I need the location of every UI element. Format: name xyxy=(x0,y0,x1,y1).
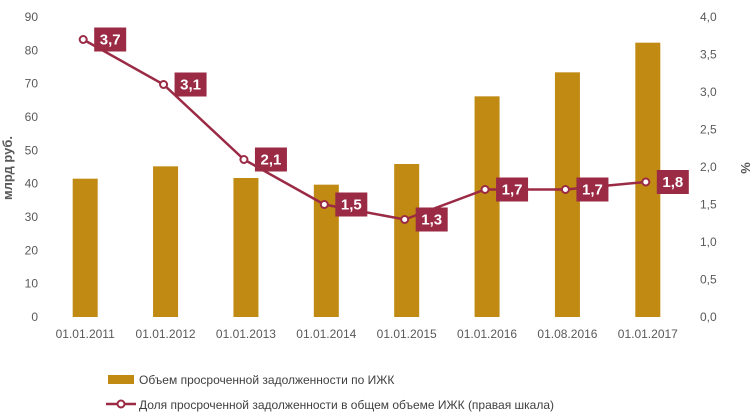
x-tick-label: 01.01.2014 xyxy=(296,327,356,341)
line-point xyxy=(159,80,169,89)
y-tick-label: 20 xyxy=(25,243,39,257)
y-tick-label: 80 xyxy=(25,43,39,57)
line-point xyxy=(78,35,88,44)
x-tick-label: 01.01.2016 xyxy=(457,327,517,341)
y2-tick-label: 3,5 xyxy=(700,48,717,62)
legend-bar-swatch xyxy=(108,375,134,384)
y2-tick-label: 4,0 xyxy=(700,10,717,24)
line-point xyxy=(641,177,651,187)
y-tick-label: 90 xyxy=(25,10,39,24)
data-label: 2,1 xyxy=(261,152,282,169)
y2-axis-label: % xyxy=(738,162,753,174)
data-label-box xyxy=(576,177,609,202)
left-axis: 0 10 20 30 40 50 60 70 80 90 xyxy=(25,10,39,324)
x-tick-label: 01.01.2012 xyxy=(136,327,196,341)
x-tick-label: 01.01.2015 xyxy=(377,327,437,341)
y-tick-label: 30 xyxy=(25,210,39,224)
data-label: 1,3 xyxy=(421,212,442,229)
data-label-box xyxy=(335,192,368,217)
y-tick-label: 40 xyxy=(25,177,39,191)
line-series: 3,7 3,1 2,1 1,5 1,3 1,7 1,7 1,8 xyxy=(78,27,689,232)
data-label-box xyxy=(656,170,689,194)
y-tick-label: 0 xyxy=(31,310,38,324)
legend-line-label: Доля просроченной задолженности в общем … xyxy=(139,398,554,412)
x-tick-label: 01.01.2013 xyxy=(216,327,276,341)
x-tick-label: 01.01.2011 xyxy=(56,327,115,341)
data-label: 1,5 xyxy=(341,197,362,214)
legend-bar-label: Объем просроченной задолженности по ИЖК xyxy=(139,373,394,387)
bar xyxy=(72,178,98,317)
y2-tick-label: 2,0 xyxy=(700,160,717,174)
y2-tick-label: 1,5 xyxy=(700,198,717,212)
data-label-box xyxy=(254,147,287,172)
legend: Объем просроченной задолженности по ИЖК … xyxy=(106,373,554,412)
line-point xyxy=(239,155,249,164)
y-axis-label: млрд руб. xyxy=(0,136,15,200)
x-axis-ticks: 01.01.2011 01.01.2012 01.01.2013 01.01.2014… xyxy=(56,327,679,341)
line-point xyxy=(560,185,570,194)
bar xyxy=(554,72,580,317)
data-label-box xyxy=(174,72,207,97)
y2-tick-label: 2,5 xyxy=(700,123,717,137)
data-label: 3,1 xyxy=(180,77,201,94)
line-point xyxy=(480,185,490,194)
y-tick-label: 70 xyxy=(25,77,39,91)
data-label: 1,7 xyxy=(582,182,603,199)
y2-tick-label: 0,0 xyxy=(700,310,717,324)
bar xyxy=(394,164,420,317)
bar xyxy=(153,166,179,317)
x-tick-label: 01.01.2017 xyxy=(618,327,678,341)
right-axis: 0,0 0,5 1,0 1,5 2,0 2,5 3,0 3,5 4,0 xyxy=(700,10,717,324)
line-point xyxy=(400,215,410,224)
y-tick-label: 10 xyxy=(25,277,39,291)
y-tick-label: 50 xyxy=(25,143,39,157)
data-label-box xyxy=(415,207,448,232)
data-label-box xyxy=(496,177,529,202)
y2-tick-label: 3,0 xyxy=(700,85,717,99)
x-tick-label: 01.08.2016 xyxy=(537,327,597,341)
data-label: 3,7 xyxy=(100,32,121,49)
y2-tick-label: 0,5 xyxy=(700,273,717,287)
y2-tick-label: 1,0 xyxy=(700,235,717,249)
data-label: 1,7 xyxy=(502,182,523,199)
y-tick-label: 60 xyxy=(25,110,39,124)
data-label-box xyxy=(94,27,127,52)
bar xyxy=(233,178,259,317)
data-label: 1,8 xyxy=(662,174,683,191)
line-point xyxy=(319,200,329,209)
bar xyxy=(474,96,500,317)
legend-line-marker xyxy=(116,399,126,409)
